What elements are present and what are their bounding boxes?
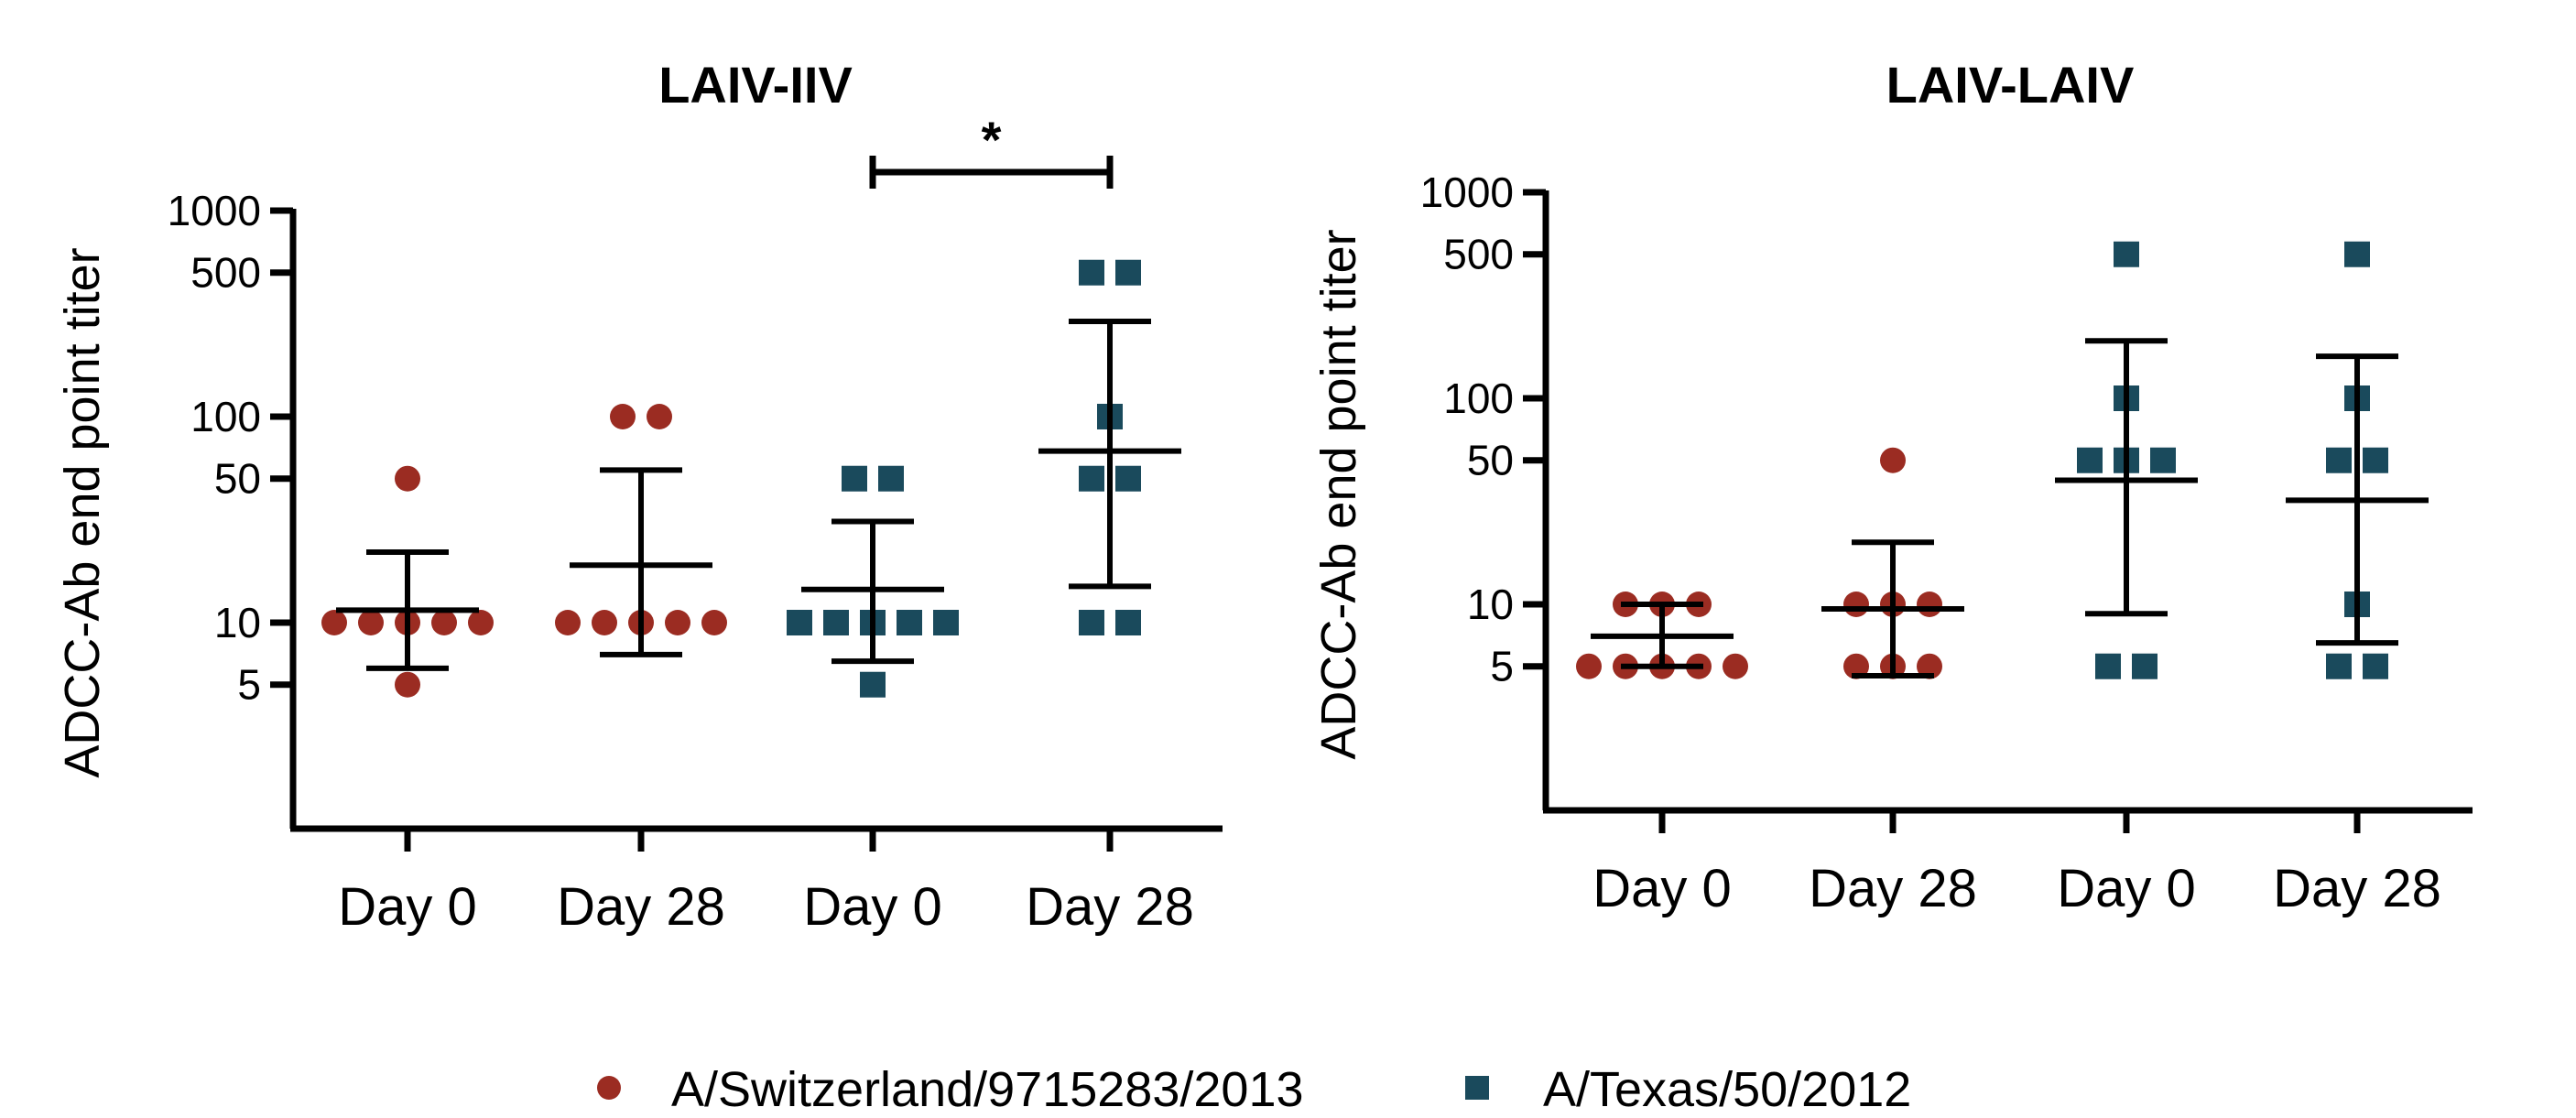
data-point bbox=[395, 671, 420, 698]
data-point bbox=[1079, 259, 1104, 286]
data-point bbox=[1917, 653, 1942, 679]
y-tick-label: 1000 bbox=[168, 187, 261, 234]
data-point bbox=[592, 610, 617, 635]
data-point bbox=[431, 610, 457, 635]
y-tick-label: 1000 bbox=[1420, 168, 1514, 216]
data-point bbox=[647, 404, 672, 429]
data-point bbox=[701, 610, 727, 635]
plot-area: 1000 500 100 50 10 5 Day 0 Day 28 Day 0 Day 28 * bbox=[168, 111, 1223, 937]
y-tick-label: 50 bbox=[1467, 437, 1514, 484]
data-point bbox=[878, 465, 904, 492]
significance-label: * bbox=[982, 111, 1002, 168]
x-tick-label: Day 28 bbox=[1809, 859, 1977, 918]
y-tick-label: 50 bbox=[214, 455, 261, 503]
data-point bbox=[321, 610, 347, 635]
plot-area: 1000 500 100 50 10 5 Day 0 Day 28 Day 0 Day 28 bbox=[1420, 168, 2473, 918]
y-tick-label: 100 bbox=[190, 393, 261, 440]
x-tick-label: Day 0 bbox=[338, 877, 477, 937]
y-tick-label: 500 bbox=[190, 249, 261, 297]
data-point bbox=[2363, 447, 2388, 473]
y-axis-label: ADCC-Ab end point titer bbox=[55, 247, 110, 777]
data-point bbox=[787, 610, 812, 635]
data-point bbox=[2132, 653, 2158, 679]
legend: A/Switzerland/9715283/2013 A/Texas/50/20… bbox=[597, 1062, 1911, 1117]
legend-marker-square bbox=[1465, 1076, 1489, 1100]
data-point bbox=[2326, 653, 2352, 679]
legend-label-switzerland: A/Switzerland/9715283/2013 bbox=[671, 1062, 1304, 1117]
data-point bbox=[1843, 653, 1869, 679]
data-point bbox=[468, 610, 494, 635]
legend-marker-circle bbox=[597, 1076, 621, 1100]
x-tick-label: Day 28 bbox=[557, 877, 725, 937]
data-point bbox=[1917, 592, 1942, 617]
data-point bbox=[842, 465, 867, 492]
data-point bbox=[1115, 610, 1141, 635]
x-tick-label: Day 0 bbox=[2057, 859, 2196, 918]
data-point bbox=[823, 610, 849, 635]
data-point bbox=[395, 465, 420, 492]
x-tick-label: Day 28 bbox=[1026, 877, 1194, 937]
y-tick-label: 5 bbox=[237, 661, 261, 709]
data-point bbox=[2114, 241, 2139, 267]
data-point bbox=[2150, 447, 2176, 473]
x-tick-label: Day 28 bbox=[2273, 859, 2441, 918]
x-tick-label: Day 0 bbox=[803, 877, 942, 937]
data-point bbox=[933, 610, 959, 635]
y-tick-label: 5 bbox=[1490, 643, 1514, 690]
data-point bbox=[555, 610, 581, 635]
data-point bbox=[665, 610, 690, 635]
y-tick-label: 100 bbox=[1443, 374, 1514, 422]
y-tick-label: 500 bbox=[1443, 231, 1514, 278]
data-point bbox=[897, 610, 922, 635]
data-point bbox=[358, 610, 384, 635]
x-tick-label: Day 0 bbox=[1592, 859, 1732, 918]
data-point bbox=[1115, 465, 1141, 492]
data-point bbox=[1079, 610, 1104, 635]
data-point bbox=[2326, 447, 2352, 473]
legend-label-texas: A/Texas/50/2012 bbox=[1543, 1062, 1911, 1117]
y-axis-label: ADCC-Ab end point titer bbox=[1311, 229, 1366, 759]
data-point bbox=[1880, 447, 1906, 473]
y-tick-label: 10 bbox=[214, 599, 261, 646]
data-point bbox=[1843, 592, 1869, 617]
data-point bbox=[1576, 653, 1602, 679]
data-point bbox=[1723, 653, 1748, 679]
chart-title: LAIV-LAIV bbox=[1886, 56, 2135, 114]
chart-laiv-laiv: LAIV-LAIV ADCC-Ab end point titer 1000 50… bbox=[1311, 56, 2473, 918]
data-point bbox=[2077, 447, 2103, 473]
data-point bbox=[2344, 241, 2370, 267]
data-point bbox=[1115, 259, 1141, 286]
y-tick-label: 10 bbox=[1467, 581, 1514, 628]
data-point bbox=[610, 404, 636, 429]
data-point bbox=[2095, 653, 2121, 679]
data-point bbox=[2363, 653, 2388, 679]
data-point bbox=[860, 671, 886, 698]
chart-title: LAIV-IIV bbox=[658, 56, 853, 114]
data-point bbox=[1079, 465, 1104, 492]
chart-laiv-iiv: LAIV-IIV ADCC-Ab end point titer 1000 500… bbox=[55, 56, 1223, 937]
